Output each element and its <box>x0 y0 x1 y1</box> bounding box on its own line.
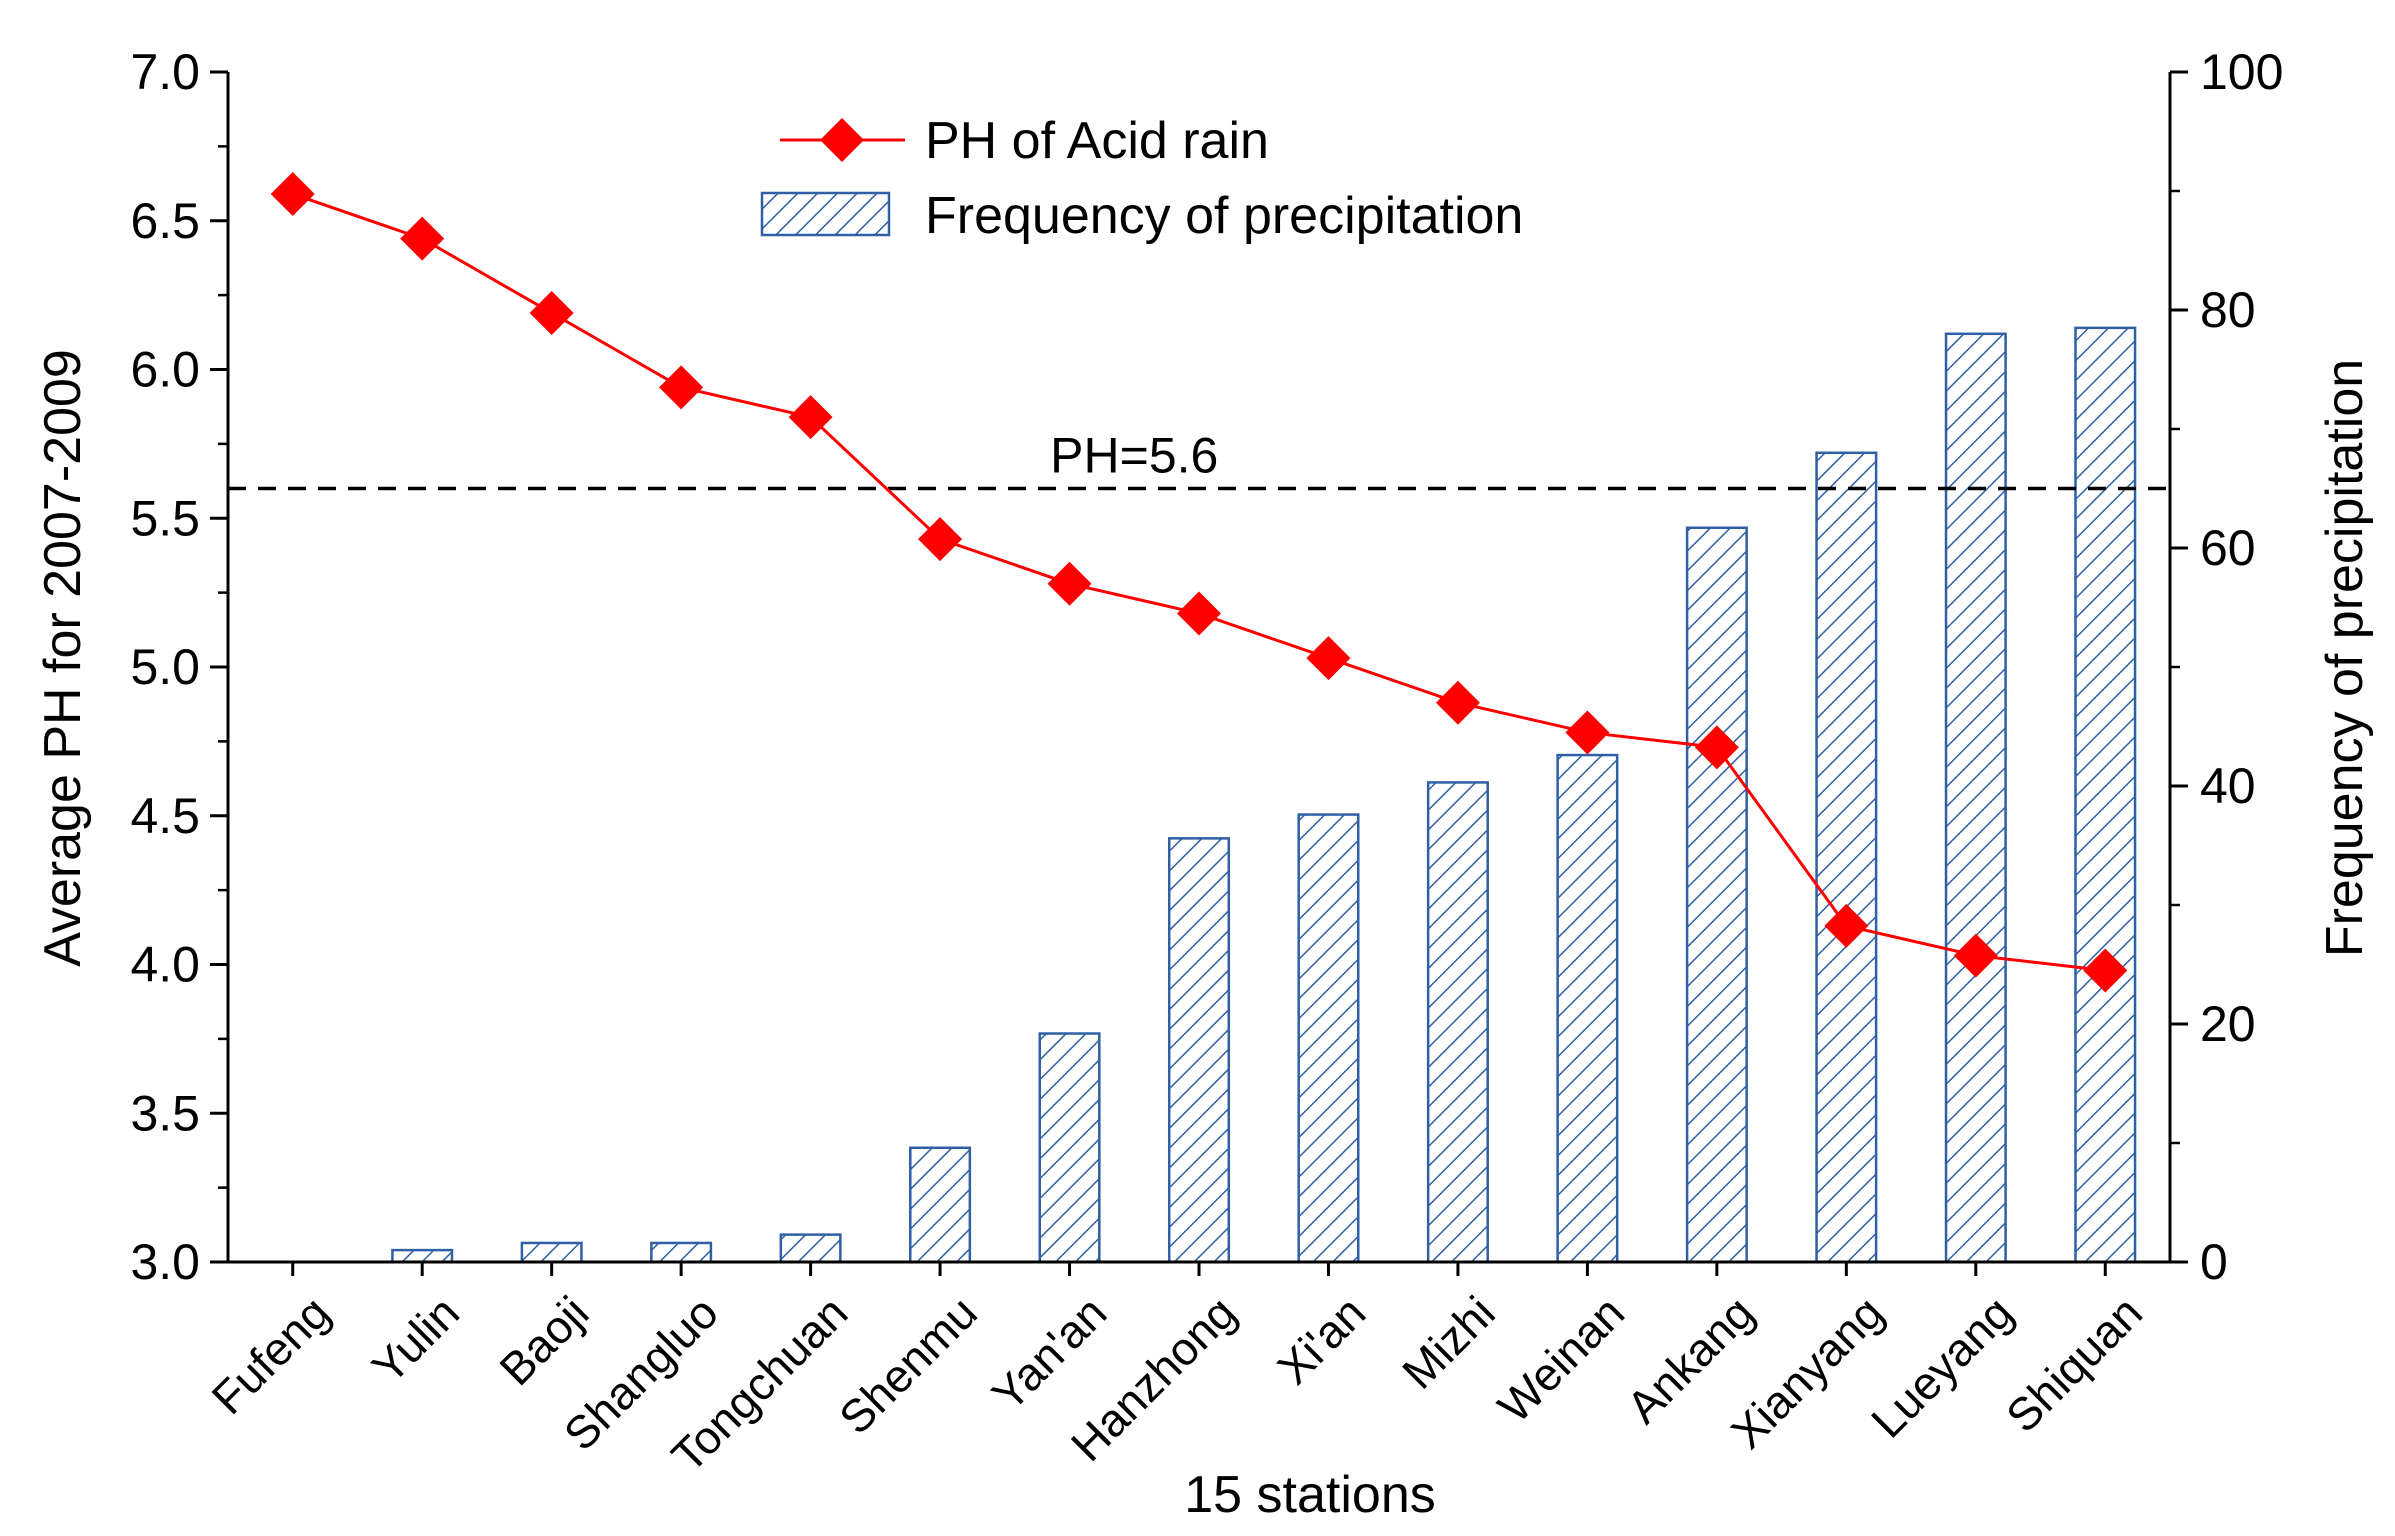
bar <box>391 1248 454 1264</box>
line-point <box>1177 591 1221 636</box>
legend-diamond-marker <box>820 118 864 162</box>
y-left-tick-label: 4.0 <box>130 937 200 993</box>
category-label: Yulin <box>362 1286 469 1393</box>
bar <box>1944 332 2007 1264</box>
bar <box>650 1241 713 1264</box>
legend-line-label: PH of Acid rain <box>925 112 1269 170</box>
y-left-tick-label: 4.5 <box>130 788 200 844</box>
category-label: Shenmu <box>829 1286 987 1444</box>
y-left-tick-label: 7.0 <box>130 44 200 100</box>
category-label: Mizhi <box>1392 1286 1505 1399</box>
bar <box>779 1233 842 1264</box>
category-label: Lueyang <box>1861 1286 2023 1448</box>
category-label: Fufeng <box>202 1286 340 1424</box>
line-point <box>1306 636 1351 681</box>
bar <box>1038 1032 1101 1264</box>
y-left-tick-label: 6.0 <box>130 342 200 398</box>
line-series <box>270 171 2128 993</box>
line-point <box>1694 725 1739 770</box>
y-right-tick-label: 60 <box>2200 520 2256 576</box>
reference-line-group: PH=5.6 <box>228 428 2170 491</box>
bar <box>1297 813 1360 1264</box>
y-left-tick-label: 3.0 <box>130 1234 200 1290</box>
ticks: 3.0 3.5 4.0 4.5 5.0 5.5 6.0 6.5 7.0 0 20 40 60 80 100 <box>130 44 2283 1290</box>
y-left-tick-label: 5.5 <box>130 490 200 546</box>
legend: PH of Acid rain Frequency of precipitati… <box>760 112 1523 245</box>
bar <box>2074 326 2137 1264</box>
y-right-tick-label: 100 <box>2200 44 2283 100</box>
x-axis-title: 15 stations <box>1184 1466 1436 1524</box>
bar <box>1685 526 1748 1264</box>
bar <box>1815 451 1878 1264</box>
y-left-tick-label: 6.5 <box>130 193 200 249</box>
y-left-tick-label: 3.5 <box>130 1085 200 1141</box>
line-point <box>1953 933 1998 978</box>
bar <box>1556 753 1619 1264</box>
y-axis-left-title: Average PH for 2007-2009 <box>34 349 92 967</box>
legend-bar-label: Frequency of precipitation <box>925 187 1523 245</box>
category-label: Baoji <box>489 1286 598 1395</box>
line-point <box>1565 710 1610 755</box>
bar <box>1167 837 1231 1264</box>
category-labels: Fufeng Yulin BaojiShangluoTongchuanShenmuY… <box>202 1286 2153 1482</box>
line-point <box>1435 680 1480 725</box>
y-right-tick-label: 20 <box>2200 996 2256 1052</box>
line-point <box>2083 948 2128 993</box>
line-point <box>1824 903 1869 948</box>
category-label: Xi'an <box>1267 1286 1375 1394</box>
bar-series <box>391 326 2137 1264</box>
line-point <box>270 171 315 216</box>
y-left-tick-label: 5.0 <box>130 639 200 695</box>
category-label: Shiquan <box>1996 1286 2152 1442</box>
line-point <box>1047 561 1092 606</box>
reference-line-label: PH=5.6 <box>1050 428 1218 484</box>
line-point <box>788 395 833 440</box>
bar <box>909 1146 972 1264</box>
y-axis-right-title: Frequency of precipitation <box>2316 359 2374 957</box>
bar <box>1426 781 1489 1264</box>
legend-bar-swatch <box>760 191 891 237</box>
bar <box>520 1241 583 1264</box>
y-right-tick-label: 0 <box>2200 1234 2228 1290</box>
line-point <box>659 365 704 410</box>
line-point <box>918 517 963 562</box>
line-point <box>529 290 574 335</box>
y-right-tick-label: 80 <box>2200 282 2256 338</box>
y-right-tick-label: 40 <box>2200 758 2256 814</box>
line-point <box>400 216 445 261</box>
category-label: Weinan <box>1488 1286 1634 1432</box>
